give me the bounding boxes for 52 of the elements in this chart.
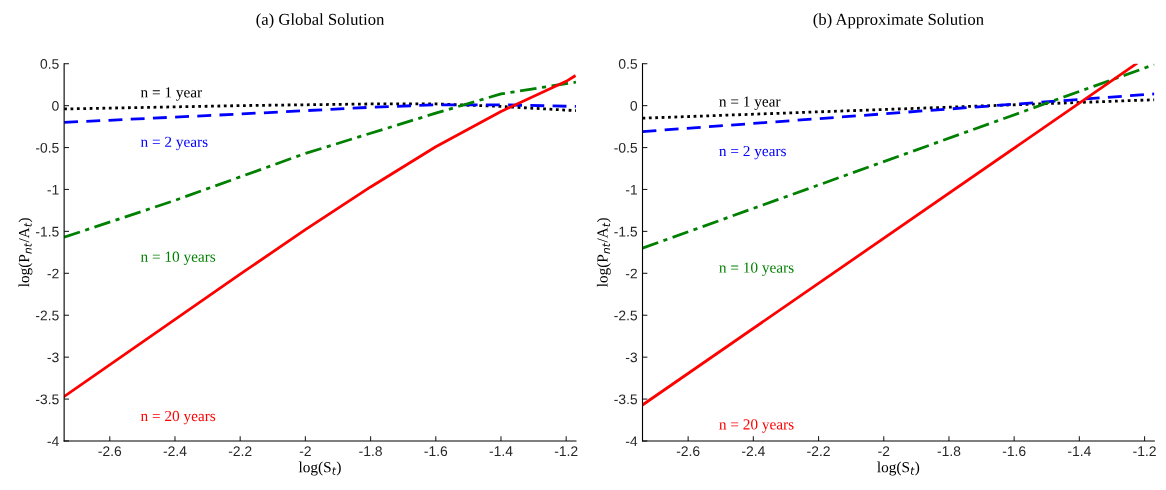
x-tick-label: -1.2 xyxy=(554,446,578,456)
x-axis-title: log(S$_{t}$) xyxy=(877,461,920,476)
y-tick-label: -4 xyxy=(625,436,638,447)
x-tick-label: -1.8 xyxy=(937,446,961,457)
y-tick-label: -2.5 xyxy=(614,310,638,321)
x-tick-label: -2.6 xyxy=(98,446,122,457)
x-tick-label: -2.6 xyxy=(676,446,700,457)
x-tick-label: -2.4 xyxy=(742,446,765,456)
series-label: n = 1 year xyxy=(719,96,781,110)
y-tick-label: -0.5 xyxy=(35,142,59,153)
y-tick-label: -1 xyxy=(47,184,59,195)
x-tick-label: -2.2 xyxy=(228,446,252,456)
y-tick-label: -1.5 xyxy=(614,226,638,237)
series-label: n = 2 years xyxy=(719,145,786,160)
x-tick-label: -2 xyxy=(299,446,311,456)
y-tick-label: 0 xyxy=(52,100,59,111)
text: n = 10 years xyxy=(719,262,794,276)
x-tick-label: -1.4 xyxy=(1068,446,1091,456)
x-tick-label: -1.6 xyxy=(1002,446,1026,457)
y-tick-label: -1 xyxy=(625,184,637,195)
y-tick-label: 0.5 xyxy=(40,59,59,69)
y-tick-label: -2 xyxy=(47,268,59,279)
y-tick-label: -0.5 xyxy=(614,142,638,153)
y-tick-label: -3.5 xyxy=(614,394,638,405)
x-tick-label: -1.2 xyxy=(1133,446,1156,456)
x-tick-label: -2.2 xyxy=(807,446,830,456)
y-tick-label: -3 xyxy=(47,352,59,363)
x-tick-label: -1.6 xyxy=(424,446,448,457)
chart-title: (b) Approximate Solution xyxy=(813,13,984,29)
x-axis-title: log(S$_{t}$) xyxy=(298,461,341,476)
y-tick-label: -3 xyxy=(625,352,638,363)
line-series xyxy=(64,80,576,239)
y-tick-label: -1.5 xyxy=(35,226,59,237)
y-axis-title: log(P$_{nt}$/A$_{t}$) xyxy=(596,218,611,287)
y-tick-label: -3.5 xyxy=(35,394,59,405)
line-series xyxy=(64,74,576,398)
text: n = 20 years xyxy=(719,419,794,433)
y-tick-label: -2 xyxy=(625,268,637,279)
series-label: n = 1 year xyxy=(140,87,203,101)
text: n = 10 years xyxy=(140,251,216,265)
x-tick-label: -2 xyxy=(878,446,890,456)
y-tick-label: -4 xyxy=(47,436,59,447)
series-label: n = 2 years xyxy=(140,136,208,151)
y-tick-label: -2.5 xyxy=(35,310,59,321)
text: n = 20 years xyxy=(140,410,216,425)
x-tick-label: -1.4 xyxy=(489,446,513,456)
x-tick-label: -2.4 xyxy=(163,446,187,456)
y-tick-label: 0.5 xyxy=(618,59,638,69)
x-tick-label: -1.8 xyxy=(359,446,382,457)
y-axis-title: log(P$_{nt}$/A$_{t}$) xyxy=(18,218,33,287)
y-tick-label: 0 xyxy=(630,100,638,111)
chart-title: (a) Global Solution xyxy=(256,13,385,29)
